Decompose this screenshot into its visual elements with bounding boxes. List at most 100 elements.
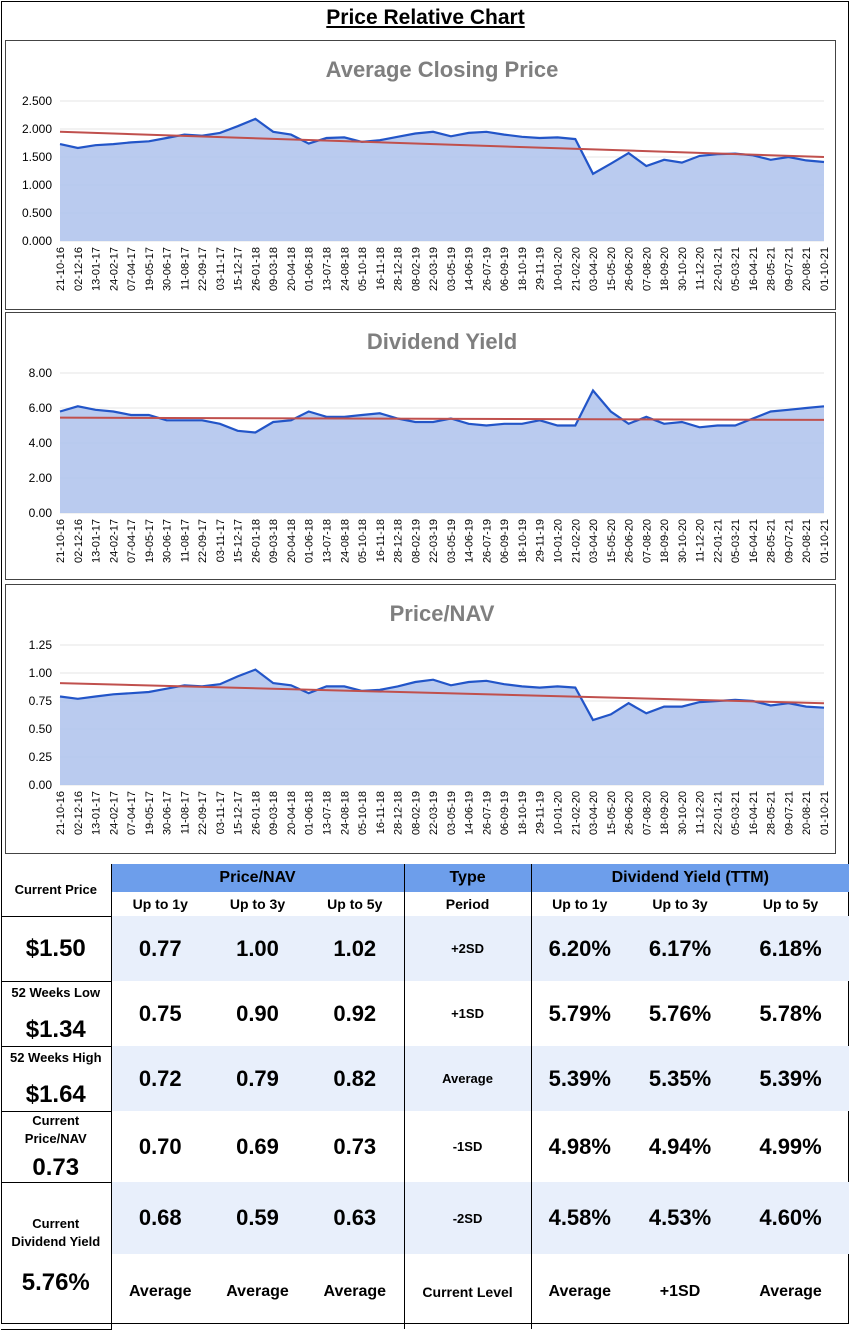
x-tick-label: 28-05-21 <box>766 519 778 563</box>
current-level-dy: +1SD <box>659 1282 701 1300</box>
x-tick-label: 30-06-17 <box>162 247 174 291</box>
x-tick-label: 21-10-16 <box>55 519 67 563</box>
pnav-value: 0.59 <box>209 1182 306 1254</box>
trend-line <box>59 130 825 158</box>
x-tick-label: 30-10-20 <box>677 791 689 835</box>
x-tick-label: 03-05-19 <box>446 791 458 835</box>
x-tick-label: 07-04-17 <box>126 247 138 291</box>
x-tick-label: 02-12-16 <box>73 519 85 563</box>
pnav-period-1y: Up to 1y <box>132 896 188 912</box>
x-tick-label: 26-06-20 <box>624 247 636 291</box>
x-tick-label: 21-10-16 <box>55 791 67 835</box>
x-tick-label: 08-02-19 <box>410 519 422 563</box>
x-tick-label: 16-04-21 <box>748 247 760 291</box>
x-tick-label: 22-03-19 <box>428 519 440 563</box>
pnav-value: 0.72 <box>111 1046 209 1111</box>
x-tick-label: 10-01-20 <box>552 519 564 563</box>
y-tick-label: 4.00 <box>29 436 53 450</box>
x-tick-label: 15-12-17 <box>233 247 245 291</box>
pnav-label: Current Price/NAV <box>24 1112 87 1146</box>
x-tick-label: 02-12-16 <box>73 247 85 291</box>
x-tick-label: 05-03-21 <box>730 519 742 563</box>
x-tick-label: 09-07-21 <box>783 247 795 291</box>
y-tick-label: 1.500 <box>22 150 52 164</box>
chart-title: Dividend Yield <box>367 329 517 354</box>
x-tick-label: 22-09-17 <box>197 519 209 563</box>
x-tick-label: 18-09-20 <box>659 519 671 563</box>
x-tick-label: 18-09-20 <box>659 791 671 835</box>
x-tick-label: 01-10-21 <box>819 519 831 563</box>
chart-average-closing-price: Average Closing Price 0.000 0.500 1.000 1.50… <box>5 40 836 310</box>
x-tick-label: 07-04-17 <box>126 519 138 563</box>
x-tick-label: 03-11-17 <box>215 791 227 834</box>
x-tick-label: 15-05-20 <box>606 519 618 563</box>
x-tick-label: 08-02-19 <box>410 791 422 835</box>
x-tick-label: 21-02-20 <box>570 519 582 563</box>
y-tick-label: 0.25 <box>29 750 53 764</box>
dy-value: 4.99% <box>759 1133 822 1159</box>
x-tick-label: 20-08-21 <box>801 791 813 835</box>
x-tick-label: 19-05-17 <box>144 519 156 563</box>
x-tick-label: 13-01-17 <box>91 791 103 835</box>
x-tick-label: 28-12-18 <box>393 519 405 563</box>
page-title: Price Relative Chart <box>326 6 525 29</box>
x-tick-label: 05-10-18 <box>357 519 369 563</box>
dy-period-1y: Up to 1y <box>552 896 608 912</box>
x-tick-label: 16-11-18 <box>375 791 387 834</box>
x-tick-label: 03-11-17 <box>215 247 227 290</box>
pnav-value: 1.02 <box>306 916 405 981</box>
x-tick-label: 01-06-18 <box>304 247 316 291</box>
x-tick-label: 01-06-18 <box>304 519 316 563</box>
low-label: 52 Weeks Low <box>11 984 101 1000</box>
chart-svg: Dividend Yield 0.00 2.00 4.00 6.00 8.00 21-10-… <box>29 329 831 563</box>
x-tick-label: 05-03-21 <box>730 791 742 835</box>
x-tick-label: 14-06-19 <box>464 791 476 835</box>
x-tick-label: 18-10-19 <box>517 519 529 563</box>
x-tick-label: 28-12-18 <box>393 247 405 291</box>
dy-value: 5.39% <box>732 1046 850 1111</box>
x-tick-label: 28-05-21 <box>766 247 778 291</box>
chart-title: Price/NAV <box>390 601 495 626</box>
x-tick-label: 06-09-19 <box>499 519 511 563</box>
x-tick-label: 13-07-18 <box>322 791 334 835</box>
area-fill <box>60 118 824 241</box>
pnav-value: 0.90 <box>236 1000 279 1026</box>
dy-current-value: 5.76% <box>21 1268 90 1296</box>
x-tick-label: 16-11-18 <box>375 519 387 562</box>
x-tick-label: 16-11-18 <box>375 247 387 290</box>
high-label: 52 Weeks High <box>9 1049 102 1065</box>
dy-value: 5.79% <box>548 1000 611 1026</box>
pnav-value: 0.82 <box>306 1046 405 1111</box>
x-tick-label: 18-10-19 <box>517 247 529 291</box>
x-tick-label: 09-03-18 <box>268 791 280 835</box>
x-tick-label: 03-04-20 <box>588 519 600 563</box>
pnav-value: 0.68 <box>111 1182 209 1254</box>
y-tick-label: 0.75 <box>29 694 53 708</box>
x-tick-label: 26-06-20 <box>624 519 636 563</box>
x-tick-label: 22-01-21 <box>712 791 724 835</box>
type-header: Type <box>403 864 532 892</box>
x-tick-label: 14-06-19 <box>464 247 476 291</box>
x-tick-label: 20-04-18 <box>286 247 298 291</box>
x-tick-label: 26-07-19 <box>481 247 493 291</box>
current-level-pnav: Average <box>128 1282 192 1300</box>
pnav-header: Price/NAV <box>111 864 405 892</box>
row-type: +1SD <box>403 981 532 1046</box>
x-tick-label: 22-09-17 <box>197 247 209 291</box>
x-tick-label: 07-08-20 <box>641 519 653 563</box>
high-value: $1.64 <box>25 1080 86 1108</box>
chart-svg: Price/NAV 0.00 0.25 0.50 0.75 1.00 1.25 21-10-1… <box>29 601 831 835</box>
y-tick-label: 2.000 <box>22 122 52 136</box>
x-tick-label: 06-09-19 <box>499 247 511 291</box>
x-tick-label: 24-08-18 <box>339 791 351 835</box>
x-tick-label: 10-01-20 <box>552 247 564 291</box>
x-tick-label: 24-02-17 <box>108 247 120 291</box>
x-tick-label: 30-06-17 <box>162 519 174 563</box>
x-tick-label: 13-01-17 <box>91 519 103 563</box>
x-tick-label: 20-08-21 <box>801 519 813 563</box>
x-tick-label: 22-03-19 <box>428 791 440 835</box>
series-line <box>59 388 825 434</box>
dy-value: 5.35% <box>628 1046 733 1111</box>
y-tick-label: 0.00 <box>29 506 53 520</box>
x-tick-label: 21-10-16 <box>55 247 67 291</box>
